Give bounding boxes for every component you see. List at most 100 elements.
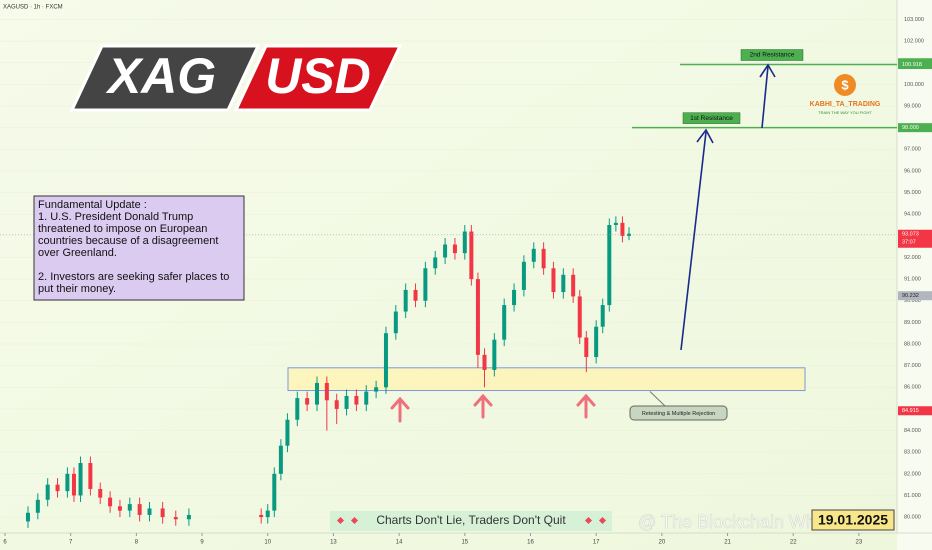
up-arrow [576,393,596,419]
y-tick-label: 91.000 [904,277,921,283]
candle-body [45,484,50,500]
candle-body [259,514,264,518]
candle-body [561,274,566,293]
candle-body [627,233,632,236]
y-tick-label: 97.000 [904,147,921,153]
arrow-head [759,63,776,78]
up-arrow [390,396,410,423]
candle-body [433,257,438,269]
y-tick-label: 102.000 [904,39,924,45]
candle-body [314,382,319,405]
price-axis-bg [897,0,932,550]
candle-body [482,354,487,370]
countdown: 37:07 [902,240,916,246]
candle-body [502,305,507,340]
brand-icon: $ [841,77,849,92]
fundamental-line: 1. U.S. President Donald Trump [38,211,193,223]
candle-body [492,339,497,370]
candle-body [551,268,556,293]
price-label: 84.915 [902,408,919,414]
x-tick-label: 14 [396,540,403,546]
y-tick-label: 82.000 [904,471,921,477]
price-label: 100.918 [902,62,922,68]
candle-body [25,512,30,522]
symbol: XAGUSD · 1h · FXCM [3,5,63,11]
candle-body [594,326,599,357]
fundamental-line: 2. Investors are seeking safer places to [38,271,229,283]
y-tick-label: 92.000 [904,255,921,261]
resistance-label: 2nd Resistance [750,52,795,59]
axes: 80.00081.00082.00083.00084.00085.00086.0… [3,17,932,546]
candle-body [521,261,526,290]
banner-diamond [336,516,345,525]
candle-body [127,504,132,511]
fundamental-title: Fundamental Update : [38,199,147,211]
candle-body [272,473,277,511]
candle-body [531,248,536,262]
brand-badge [834,74,856,96]
candle-body [186,514,191,520]
candle-body [541,248,546,269]
watermark: @ The Blockchain Whale [638,512,840,532]
candle-body [383,333,388,388]
candle-body [462,231,467,254]
y-tick-label: 90.000 [904,298,921,304]
candle-body [364,391,369,405]
price-label-bg [898,60,932,70]
date-box [811,509,895,531]
x-tick-label: 22 [790,540,797,546]
y-tick-label: 83.000 [904,450,921,456]
candle-body [295,398,300,420]
logo-left: XAG [105,48,216,104]
x-tick-label: 15 [461,540,468,546]
arrow-line [680,131,707,351]
candle-body [137,504,142,515]
candle-body [571,274,576,297]
support-zone: Retesting & Multiple Rejection [287,367,806,421]
candle-body [98,488,103,498]
candles [25,216,632,528]
fundamental-text: Fundamental Update :1. U.S. President Do… [38,199,229,295]
candle-body [160,508,165,518]
banner-diamond [584,516,593,525]
x-tick-label: 8 [135,540,139,546]
banner-text: Charts Don't Lie, Traders Don't Quit [376,513,566,527]
banner-diamond [350,516,359,525]
candle-body [469,231,474,280]
candle-body [324,382,329,401]
y-tick-label: 103.000 [904,17,924,23]
price-label: 90.232 [902,293,919,299]
candle-body [584,337,589,357]
projection-arrows [680,63,776,351]
rejection-arrows [390,393,596,423]
candle-body [452,244,457,254]
x-tick-label: 23 [856,540,863,546]
up-arrow [473,393,493,419]
candle-body [423,268,428,301]
candle-body [78,463,83,496]
candle-body [600,305,605,327]
brand: $ KABHI_TA_TRADING TRAIN THE WAY YOU FIG… [810,74,881,115]
candle-body [374,387,379,392]
y-tick-label: 88.000 [904,341,921,347]
candle-body [354,395,359,405]
brand-name: KABHI_TA_TRADING [810,101,881,108]
zone-label-bg [629,405,728,421]
candle-body [305,398,310,405]
zone-callout [649,391,666,407]
candle-body [35,499,40,513]
brand-tagline: TRAIN THE WAY YOU FIGHT [818,110,872,115]
candle-body [413,289,418,301]
y-tick-label: 95.000 [904,190,921,196]
x-tick-label: 17 [593,540,600,546]
candle-body [285,419,290,446]
x-tick-label: 20 [659,540,666,546]
price-label-bg [898,229,932,248]
price-label-bg [898,123,932,133]
y-tick-label: 87.000 [904,363,921,369]
y-tick-label: 89.000 [904,320,921,326]
candle-body [117,506,122,511]
fundamental-line: threatened to impose on European [38,223,207,235]
arrow-line [761,65,769,129]
x-tick-label: 13 [330,540,337,546]
